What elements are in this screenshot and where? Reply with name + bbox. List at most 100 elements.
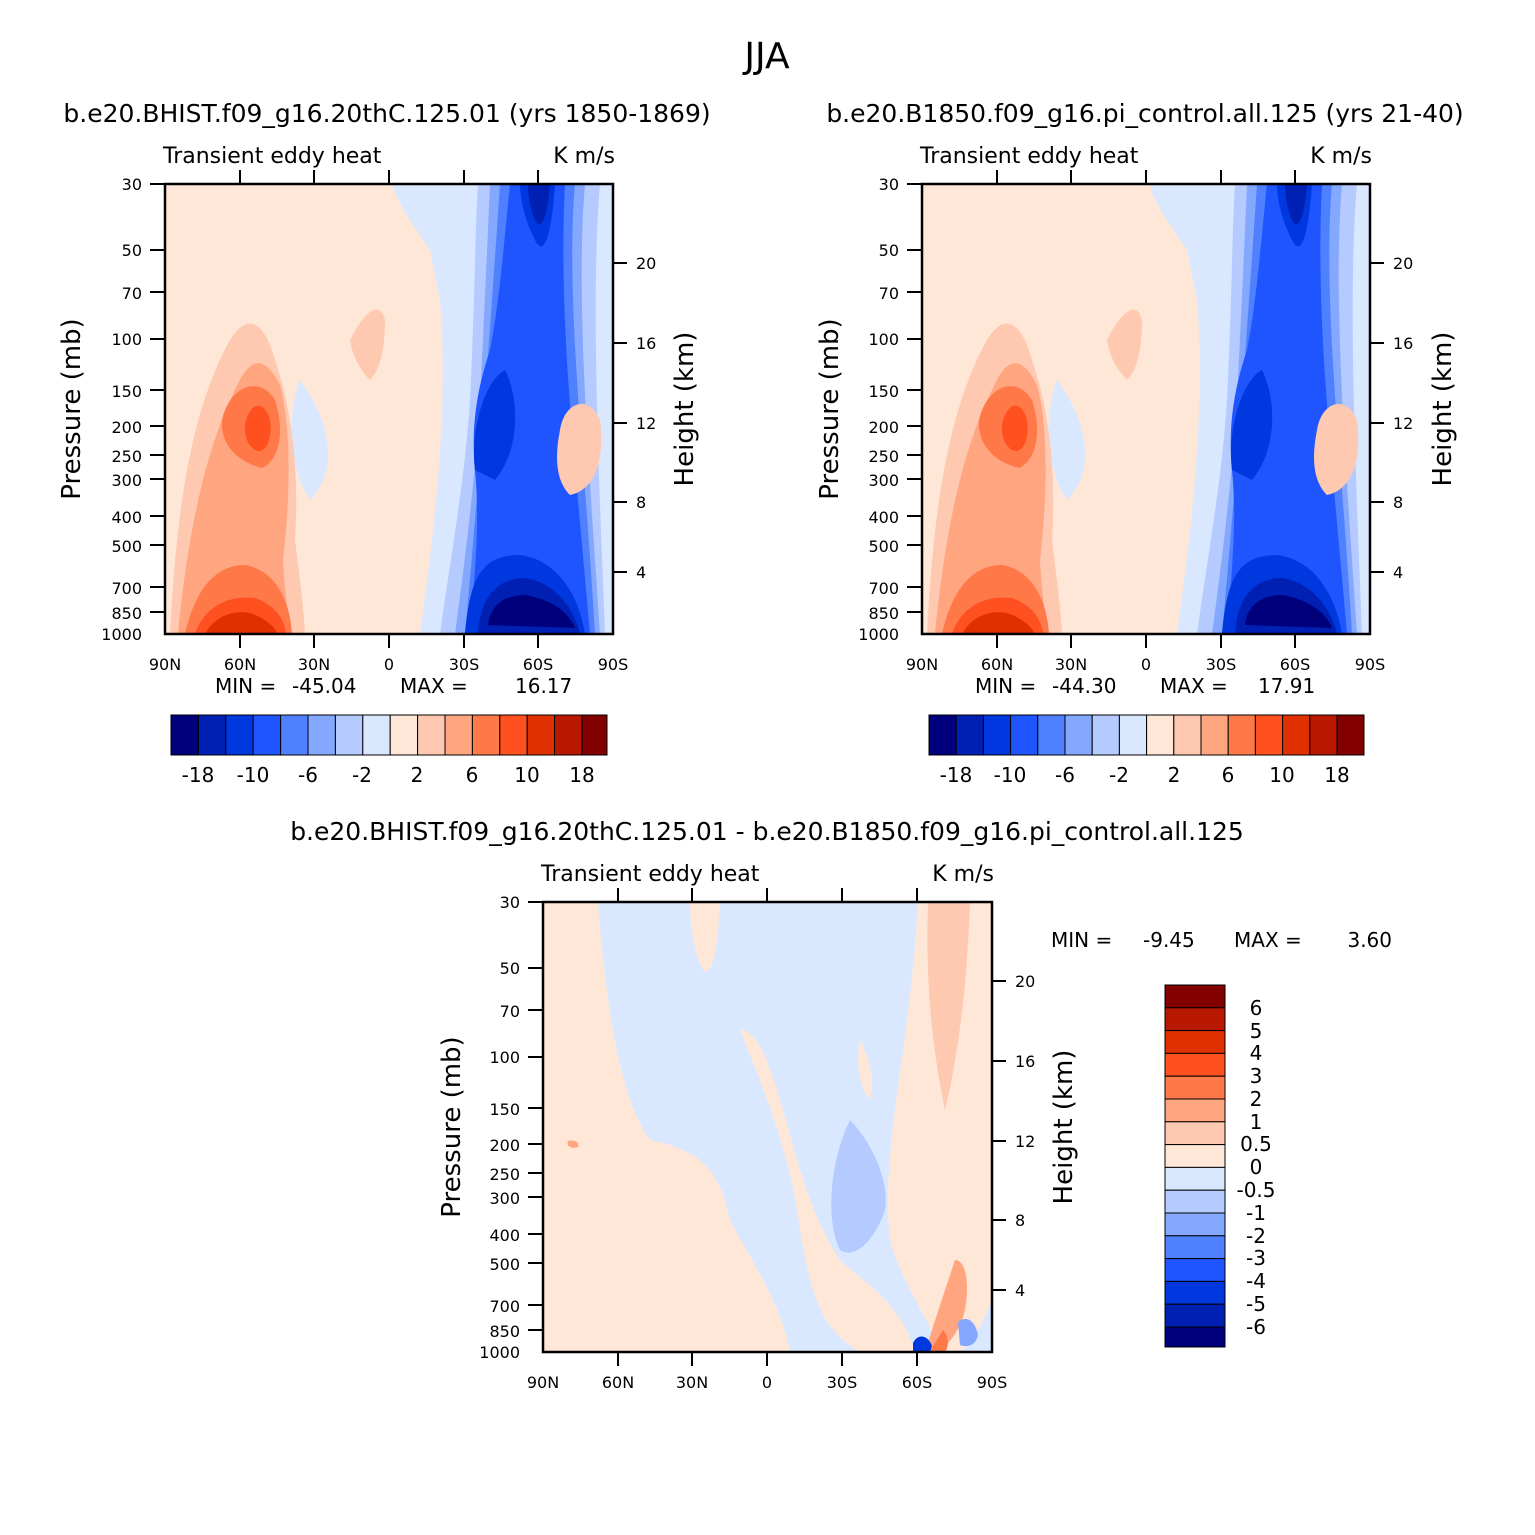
svg-text:0.5: 0.5 <box>1240 1132 1272 1156</box>
svg-text:30N: 30N <box>676 1373 708 1392</box>
y2-axis-label: Height (km) <box>670 332 700 487</box>
svg-text:-2: -2 <box>352 763 372 787</box>
svg-text:400: 400 <box>111 508 142 527</box>
x-ticks <box>239 170 539 648</box>
svg-text:MAX =: MAX = <box>1234 928 1302 952</box>
colorbar-labels: 6 5 4 3 2 1 0.5 0 -0.5 -1 -2 -3 -4 -5 -6 <box>1236 996 1275 1339</box>
svg-text:60N: 60N <box>981 655 1013 674</box>
svg-text:MAX =: MAX = <box>400 674 468 698</box>
svg-text:150: 150 <box>489 1100 520 1119</box>
svg-text:0: 0 <box>1250 1155 1263 1179</box>
y-axis-left: 30 50 70 100 150 200 250 300 400 500 700… <box>101 175 142 644</box>
svg-text:30: 30 <box>500 893 520 912</box>
colorbar-labels: -18 -10 -6 -2 2 6 10 18 <box>182 763 595 787</box>
svg-text:-18: -18 <box>940 763 973 787</box>
svg-text:30S: 30S <box>1206 655 1237 674</box>
svg-text:30: 30 <box>879 175 899 194</box>
colorbar: 6 5 4 3 2 1 0.5 0 -0.5 -1 -2 -3 -4 -5 -6 <box>1164 984 1276 1348</box>
svg-text:-10: -10 <box>237 763 270 787</box>
colorbar-labels: -18 -10 -6 -2 2 6 10 18 <box>940 763 1350 787</box>
contour-red-light-5 <box>887 902 992 1352</box>
svg-text:100: 100 <box>111 330 142 349</box>
svg-text:-45.04: -45.04 <box>292 674 356 698</box>
svg-text:20: 20 <box>1015 972 1035 991</box>
svg-text:400: 400 <box>489 1226 520 1245</box>
figure-title: JJA <box>742 36 790 77</box>
contour-blue-min <box>913 1336 932 1352</box>
contour-field <box>922 184 1370 634</box>
y-axis-right: 20 16 12 8 4 <box>1015 972 1035 1300</box>
x-axis: 90N 60N 30N 0 30S 60S 90S <box>906 655 1385 674</box>
contour-red-light-3 <box>740 1030 915 1352</box>
svg-text:0: 0 <box>762 1373 772 1392</box>
contour-red-5 <box>205 612 278 634</box>
svg-text:6: 6 <box>466 763 479 787</box>
svg-text:30N: 30N <box>1055 655 1087 674</box>
svg-text:500: 500 <box>868 537 899 556</box>
y-ticks-right <box>613 262 627 573</box>
svg-text:20: 20 <box>636 254 656 273</box>
svg-text:250: 250 <box>489 1165 520 1184</box>
svg-text:-18: -18 <box>182 763 215 787</box>
svg-text:250: 250 <box>868 447 899 466</box>
svg-text:20: 20 <box>1393 254 1413 273</box>
svg-text:18: 18 <box>569 763 594 787</box>
contour-blue-1 <box>831 1120 886 1253</box>
svg-text:16: 16 <box>636 334 656 353</box>
svg-text:300: 300 <box>868 471 899 490</box>
svg-text:70: 70 <box>500 1002 520 1021</box>
x-axis: 90N 60N 30N 0 30S 60S 90S <box>149 655 628 674</box>
svg-text:700: 700 <box>111 579 142 598</box>
x-ticks <box>617 888 918 1366</box>
colorbar: -18 -10 -6 -2 2 6 10 18 <box>170 714 608 787</box>
svg-text:MIN =: MIN = <box>975 674 1036 698</box>
right-string: K m/s <box>553 144 615 169</box>
svg-text:60N: 60N <box>602 1373 634 1392</box>
contour-field <box>543 902 992 1352</box>
svg-text:-10: -10 <box>994 763 1027 787</box>
min-max-stats: MIN = -44.30 MAX = 17.91 <box>975 674 1315 698</box>
contour-blue-2 <box>958 1318 978 1347</box>
svg-text:100: 100 <box>868 330 899 349</box>
left-string: Transient eddy heat <box>162 144 382 169</box>
left-string: Transient eddy heat <box>919 144 1139 169</box>
svg-text:50: 50 <box>500 959 520 978</box>
svg-text:200: 200 <box>868 418 899 437</box>
y-axis-left: 30 50 70 100 150 200 250 300 400 500 700… <box>479 893 520 1362</box>
contour-blue-4 <box>470 184 590 634</box>
svg-text:70: 70 <box>879 284 899 303</box>
svg-text:150: 150 <box>868 382 899 401</box>
svg-text:8: 8 <box>636 493 646 512</box>
svg-text:6: 6 <box>1222 763 1235 787</box>
svg-text:12: 12 <box>636 414 656 433</box>
svg-text:-2: -2 <box>1109 763 1129 787</box>
svg-text:MIN =: MIN = <box>215 674 276 698</box>
contour-blue-min <box>488 595 575 628</box>
contour-blue-5 <box>1222 184 1342 634</box>
contour-blue-5 <box>465 184 585 634</box>
contour-blue-min <box>1245 595 1332 628</box>
svg-text:2: 2 <box>1250 1087 1263 1111</box>
svg-text:3: 3 <box>1250 1064 1263 1088</box>
contour-blue-light-2 <box>291 380 329 500</box>
svg-text:200: 200 <box>111 418 142 437</box>
svg-text:150: 150 <box>111 382 142 401</box>
svg-text:850: 850 <box>489 1322 520 1341</box>
x-axis: 90N 60N 30N 0 30S 60S 90S <box>527 1373 1007 1392</box>
panel-historical: b.e20.BHIST.f09_g16.20thC.125.01 (yrs 18… <box>57 99 711 787</box>
svg-text:-1: -1 <box>1246 1201 1266 1225</box>
svg-text:1: 1 <box>1250 1110 1263 1134</box>
contour-red-light-4 <box>858 1040 872 1100</box>
svg-text:30N: 30N <box>298 655 330 674</box>
svg-text:90S: 90S <box>1355 655 1386 674</box>
svg-text:60N: 60N <box>224 655 256 674</box>
svg-text:200: 200 <box>489 1136 520 1155</box>
y-ticks-right <box>992 980 1006 1291</box>
svg-text:-5: -5 <box>1246 1292 1266 1316</box>
svg-text:4: 4 <box>1250 1041 1263 1065</box>
min-max-stats: MIN = -9.45 MAX = 3.60 <box>1051 928 1392 952</box>
svg-text:-44.30: -44.30 <box>1052 674 1116 698</box>
svg-text:10: 10 <box>1269 763 1294 787</box>
svg-text:30: 30 <box>122 175 142 194</box>
svg-text:-6: -6 <box>298 763 318 787</box>
